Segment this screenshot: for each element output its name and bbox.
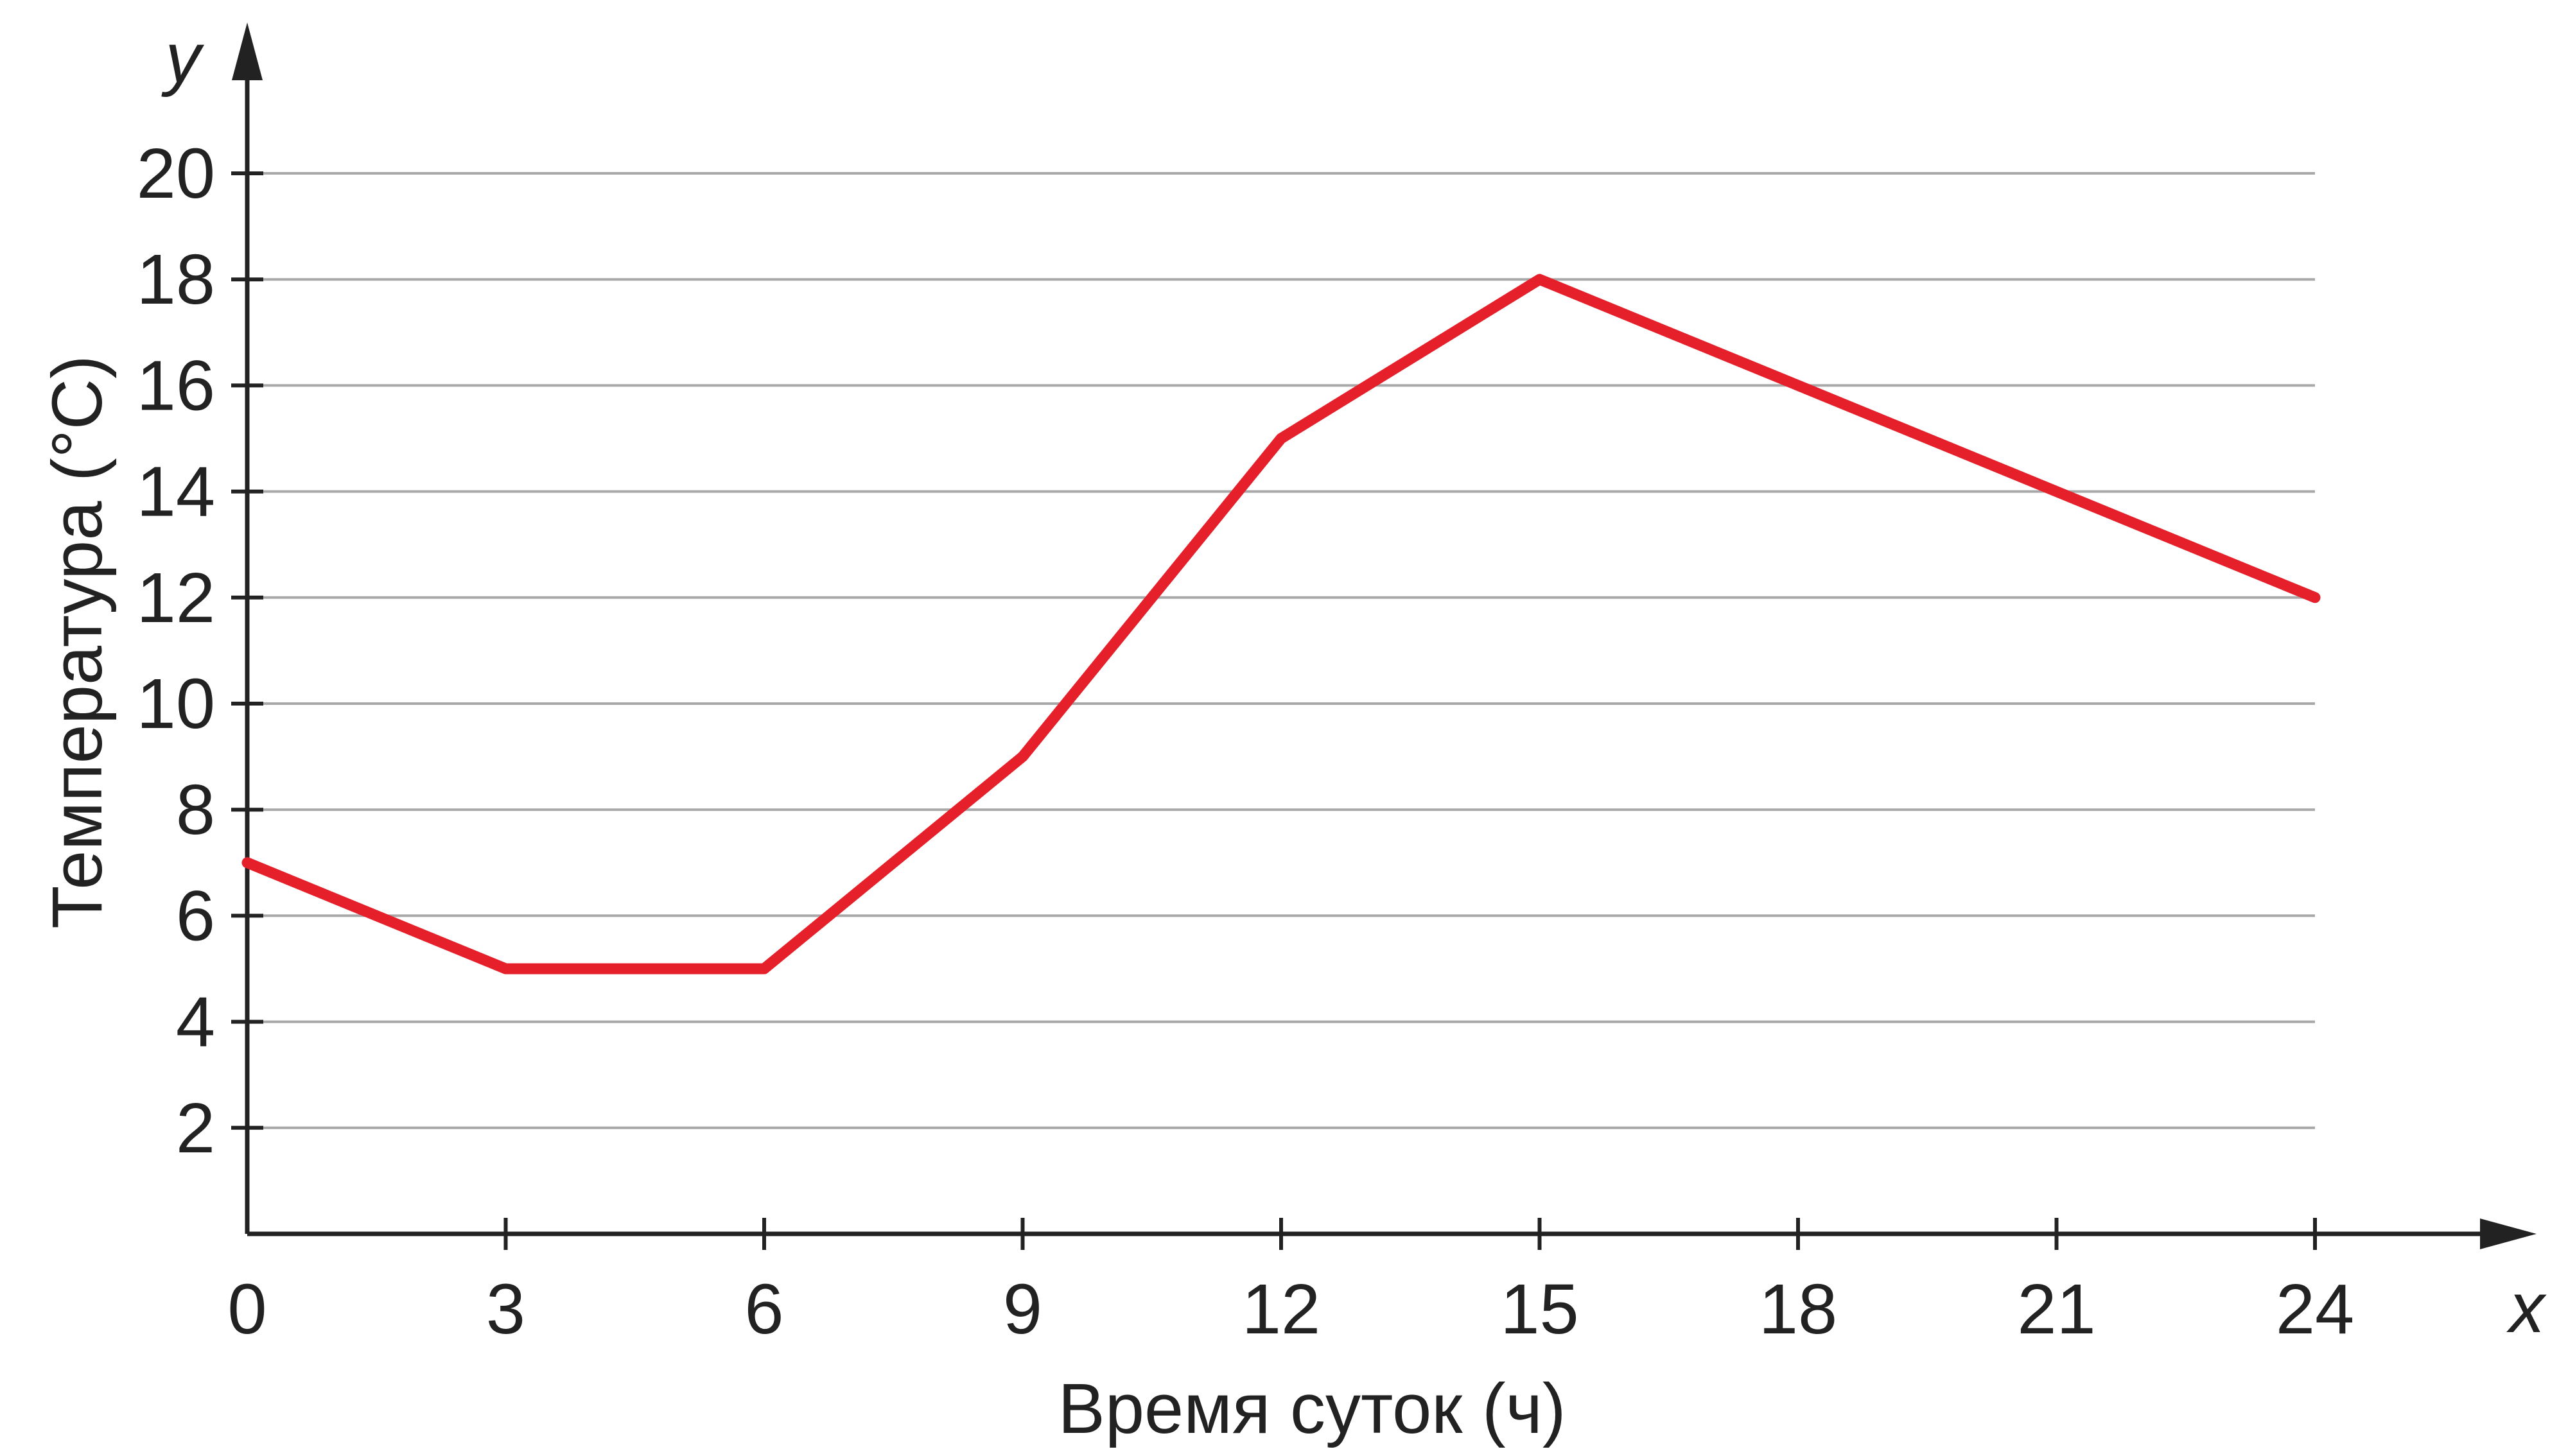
y-tick-label: 12	[137, 559, 215, 637]
data-point	[500, 964, 511, 974]
y-tick-label: 14	[137, 453, 215, 532]
data-point	[1793, 380, 1803, 391]
x-tick-label: 3	[486, 1270, 525, 1349]
x-tick-label: 0	[227, 1270, 266, 1349]
y-tick-label: 16	[137, 346, 215, 425]
y-tick-label: 18	[137, 240, 215, 319]
x-axis-arrow	[2480, 1218, 2537, 1249]
labels: y x Время суток (ч) Температура (°C)	[38, 19, 2547, 1448]
x-tick-label: 18	[1759, 1270, 1837, 1349]
y-tick-label: 8	[176, 770, 215, 849]
x-tick-label: 9	[1003, 1270, 1042, 1349]
data-point	[2310, 592, 2320, 603]
data-point	[759, 964, 769, 974]
y-axis-title: Температура (°C)	[38, 355, 117, 928]
x-tick-label: 6	[744, 1270, 783, 1349]
x-tick-label: 12	[1242, 1270, 1320, 1349]
data-point	[242, 857, 252, 868]
y-tick-label: 20	[137, 134, 215, 213]
x-tick-label: 24	[2276, 1270, 2354, 1349]
y-tick-label: 10	[137, 664, 215, 743]
series-line-0	[241, 273, 2321, 975]
x-axis-letter: x	[2506, 1269, 2547, 1348]
axes	[232, 22, 2537, 1249]
y-tick-label: 6	[176, 876, 215, 955]
series	[241, 273, 2321, 975]
y-axis-arrow	[232, 22, 263, 80]
grid-lines	[247, 172, 2315, 1129]
y-tick-label: 4	[176, 983, 215, 1062]
data-point	[1017, 751, 1028, 762]
data-point	[1534, 274, 1545, 285]
x-tick-label: 21	[2017, 1270, 2095, 1349]
y-tick-label: 2	[176, 1089, 215, 1168]
data-point	[2051, 486, 2062, 497]
y-axis-letter: y	[161, 19, 205, 98]
x-tick-label: 15	[1500, 1270, 1578, 1349]
data-point	[1276, 433, 1286, 444]
x-axis-title: Время суток (ч)	[1058, 1369, 1566, 1448]
